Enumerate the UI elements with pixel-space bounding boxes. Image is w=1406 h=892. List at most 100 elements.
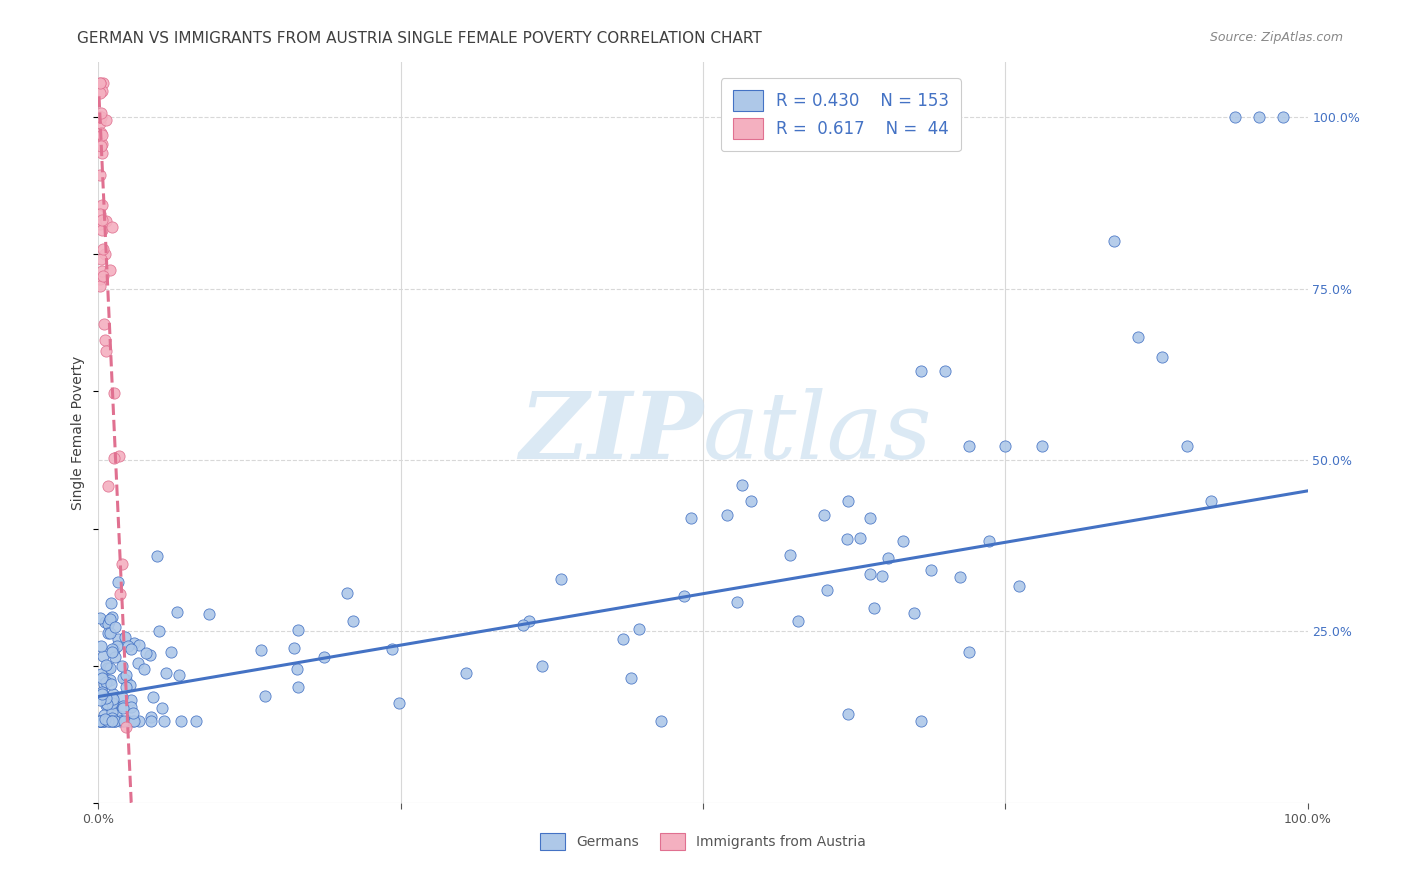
Point (254, 689, 277, 703)
Point (90, 685, 112, 699)
Point (101, 714, 124, 728)
Point (105, 640, 128, 654)
Point (104, 707, 127, 722)
Point (89, 714, 111, 728)
Point (89, 168, 111, 182)
Point (89, 76, 111, 90)
Point (91, 145, 114, 160)
Point (89, 611, 111, 625)
Point (979, 533, 1001, 548)
Point (100, 703, 122, 717)
Point (91, 223, 114, 237)
Point (512, 618, 534, 632)
Point (115, 720, 138, 734)
Point (150, 701, 173, 715)
Point (115, 668, 138, 682)
Point (283, 641, 305, 656)
Point (312, 649, 335, 664)
Point (148, 624, 170, 638)
Point (111, 714, 134, 728)
Point (90, 84, 112, 98)
Point (97, 714, 120, 728)
Point (97, 614, 120, 628)
Text: Source: ZipAtlas.com: Source: ZipAtlas.com (1209, 31, 1343, 45)
Point (104, 697, 127, 711)
Point (108, 587, 131, 601)
Point (94, 698, 117, 712)
Point (740, 494, 762, 508)
Point (167, 668, 190, 682)
Point (107, 575, 129, 590)
Point (104, 650, 127, 665)
Point (89, 207, 111, 221)
Point (122, 714, 145, 728)
Point (90, 139, 112, 153)
Point (1175, 439, 1198, 453)
Point (627, 622, 650, 636)
Point (342, 615, 364, 629)
Point (250, 643, 273, 657)
Point (1152, 350, 1174, 364)
Point (101, 711, 124, 725)
Point (920, 563, 942, 577)
Point (1223, 110, 1246, 124)
Point (120, 692, 142, 706)
Point (96, 660, 118, 674)
Point (100, 641, 122, 656)
Point (779, 549, 801, 563)
Point (89, 714, 111, 728)
Point (98, 625, 121, 640)
Point (97, 714, 120, 728)
Point (90, 111, 112, 125)
Point (934, 364, 956, 378)
Point (91, 198, 114, 212)
Point (813, 508, 835, 522)
Point (111, 558, 134, 572)
Point (110, 714, 132, 728)
Point (101, 696, 124, 710)
Point (100, 596, 122, 610)
Point (89, 693, 111, 707)
Point (91, 128, 114, 142)
Point (101, 645, 124, 659)
Point (90, 105, 112, 120)
Point (1031, 439, 1053, 453)
Point (91, 76, 114, 90)
Point (870, 569, 893, 583)
Point (94, 712, 117, 726)
Point (620, 671, 643, 685)
Point (381, 642, 404, 657)
Point (1249, 110, 1271, 124)
Point (949, 570, 972, 584)
Point (103, 451, 125, 466)
Point (837, 706, 859, 721)
Point (903, 606, 925, 620)
Point (111, 701, 134, 715)
Point (1008, 579, 1031, 593)
Point (89, 217, 111, 231)
Point (91, 242, 114, 256)
Point (101, 687, 124, 701)
Point (98, 263, 121, 277)
Point (98, 673, 121, 687)
Point (90, 714, 112, 728)
Point (89, 136, 111, 151)
Point (550, 572, 572, 586)
Point (166, 605, 188, 619)
Point (114, 630, 136, 644)
Point (117, 714, 139, 728)
Point (89, 279, 111, 293)
Text: atlas: atlas (703, 388, 932, 477)
Point (89, 272, 111, 286)
Point (859, 511, 882, 525)
Point (100, 677, 122, 691)
Point (287, 623, 309, 637)
Point (91, 671, 114, 685)
Point (679, 511, 702, 525)
Point (139, 714, 162, 728)
Point (910, 364, 932, 378)
Point (93, 246, 115, 260)
Point (1102, 234, 1125, 248)
Point (96, 675, 118, 690)
Point (94, 113, 117, 128)
